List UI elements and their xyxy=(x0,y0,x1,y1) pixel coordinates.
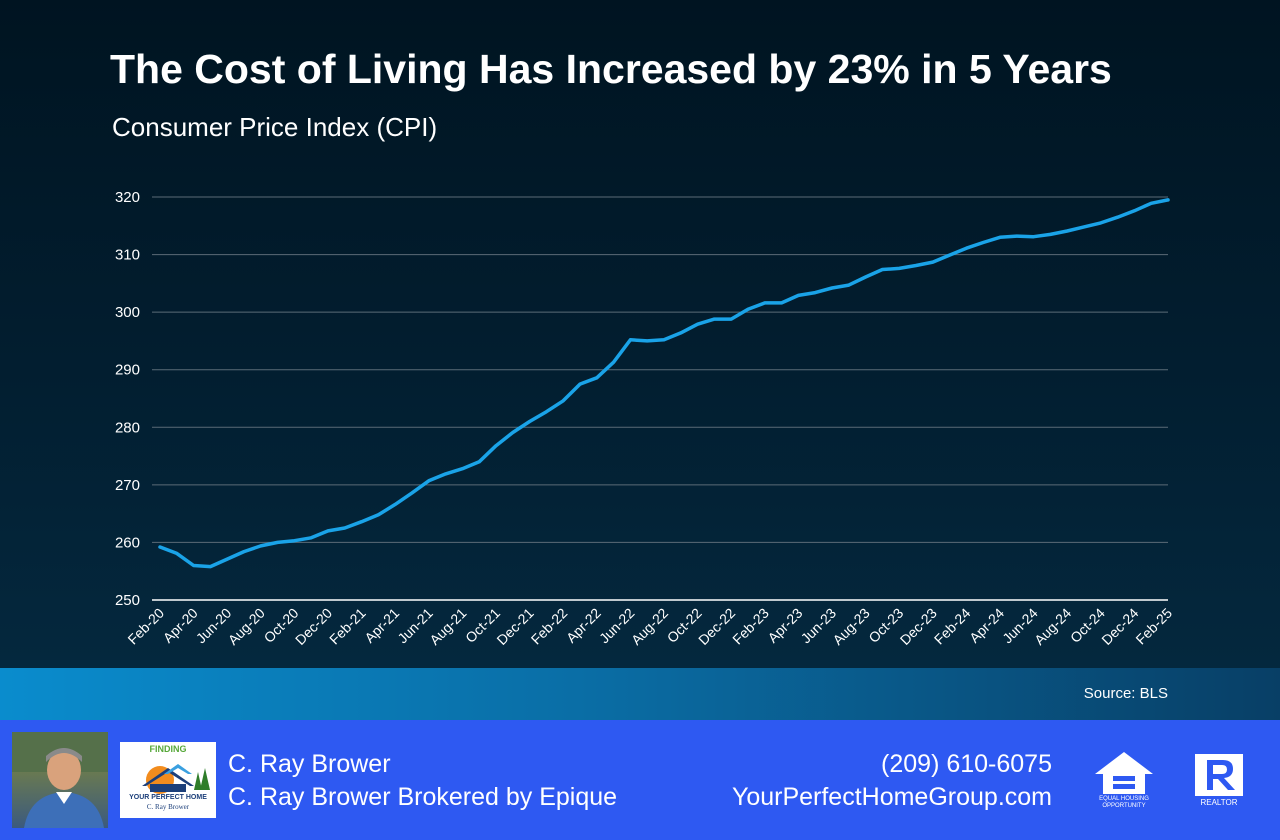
source-label: Source: BLS xyxy=(1083,685,1168,702)
agent-phone-link[interactable]: (209) 610-6075 xyxy=(881,750,1052,778)
agent-footer: FINDING YOUR PERFECT HOME C. Ray Brower … xyxy=(0,720,1280,840)
x-tick-label: Dec-22 xyxy=(695,605,738,648)
equal-housing-icon xyxy=(1095,752,1153,794)
x-tick-label: Dec-24 xyxy=(1098,605,1141,648)
x-tick-label: Apr-20 xyxy=(160,605,201,646)
y-tick-label: 260 xyxy=(115,534,140,551)
source-band: Source: BLS xyxy=(0,668,1280,720)
x-tick-label: Feb-24 xyxy=(931,605,974,648)
y-tick-label: 310 xyxy=(115,247,140,264)
y-tick-label: 290 xyxy=(115,362,140,379)
logo-tagline: YOUR PERFECT HOME xyxy=(129,794,207,801)
logo-agent-name: C. Ray Brower xyxy=(146,803,190,811)
x-tick-label: Aug-20 xyxy=(225,605,268,648)
x-tick-label: Aug-23 xyxy=(829,605,872,648)
agent-photo xyxy=(12,732,108,828)
logo-finding-text: FINDING xyxy=(149,744,187,754)
house-logo-icon xyxy=(142,764,210,794)
realtor-text: REALTOR xyxy=(1200,798,1238,807)
x-tick-label: Apr-22 xyxy=(563,605,604,646)
x-tick-label: Dec-23 xyxy=(897,605,940,648)
x-tick-label: Apr-23 xyxy=(764,605,805,646)
x-tick-label: Feb-21 xyxy=(326,605,369,648)
realtor-icon xyxy=(1195,754,1243,796)
x-tick-label: Feb-22 xyxy=(528,605,571,648)
y-tick-label: 250 xyxy=(115,592,140,609)
y-tick-label: 300 xyxy=(115,304,140,321)
page-title: The Cost of Living Has Increased by 23% … xyxy=(110,46,1112,92)
x-tick-label: Aug-21 xyxy=(426,605,469,648)
x-tick-label: Dec-20 xyxy=(292,605,335,648)
y-tick-label: 280 xyxy=(115,419,140,436)
page-subtitle: Consumer Price Index (CPI) xyxy=(112,112,438,142)
chart-background xyxy=(0,0,1280,668)
x-tick-label: Aug-22 xyxy=(628,605,671,648)
x-tick-label: Apr-21 xyxy=(361,605,402,646)
agent-portrait-icon xyxy=(12,732,108,828)
x-tick-label: Apr-24 xyxy=(966,605,1007,646)
cpi-series-line xyxy=(158,198,1170,569)
agent-name: C. Ray Brower xyxy=(228,750,391,778)
x-tick-label: Feb-23 xyxy=(729,605,772,648)
agent-brokerage: C. Ray Brower Brokered by Epique xyxy=(228,783,618,811)
equal-housing-text: EQUAL HOUSING OPPORTUNITY xyxy=(1099,796,1149,809)
agent-website-link[interactable]: YourPerfectHomeGroup.com xyxy=(731,783,1052,811)
x-tick-label: Aug-24 xyxy=(1031,605,1074,648)
x-tick-label: Dec-21 xyxy=(493,605,536,648)
brand-logo: FINDING YOUR PERFECT HOME C. Ray Brower xyxy=(120,742,216,818)
x-tick-label: Feb-25 xyxy=(1132,605,1175,648)
x-tick-label: Feb-20 xyxy=(124,605,167,648)
y-tick-label: 320 xyxy=(115,189,140,206)
y-tick-label: 270 xyxy=(115,477,140,494)
